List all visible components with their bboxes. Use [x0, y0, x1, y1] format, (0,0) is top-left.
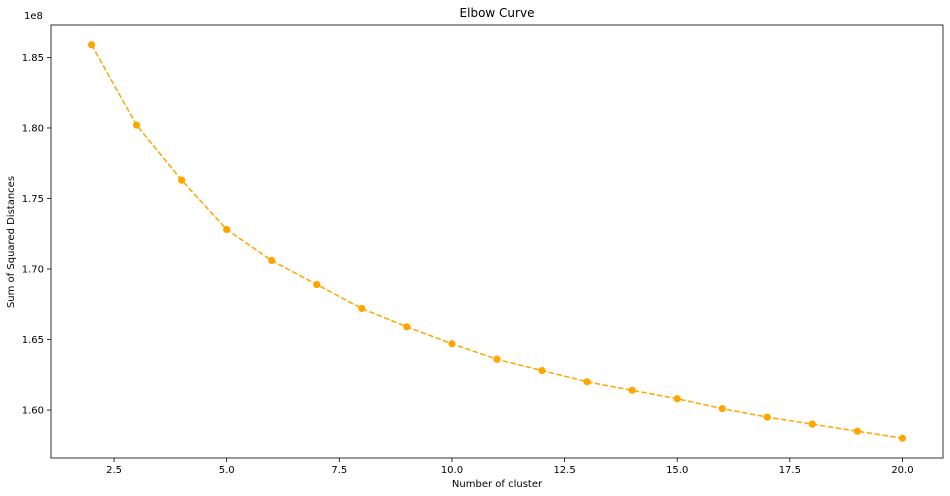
data-point [178, 176, 186, 184]
data-point [583, 378, 591, 386]
data-point [538, 366, 546, 375]
plot-frame [50, 24, 944, 459]
chart-title: Elbow Curve [460, 6, 535, 20]
data-point [808, 420, 816, 428]
x-tick-label: 7.5 [331, 465, 347, 476]
x-tick-label: 12.5 [553, 465, 575, 476]
y-tick-label: 1.75 [22, 194, 44, 205]
x-tick-label: 2.5 [106, 465, 122, 476]
x-tick-label: 10.0 [441, 465, 463, 476]
y-tick-label: 1.60 [22, 406, 44, 417]
data-point [853, 427, 862, 435]
data-point [628, 386, 636, 394]
x-tick-label: 20.0 [891, 465, 913, 476]
data-point [898, 434, 907, 442]
x-axis-ticks: 2.5 5.0 7.5 10.0 12.5 15.0 17.5 20.0 [106, 458, 914, 476]
data-point [763, 413, 771, 421]
data-point [87, 41, 96, 49]
x-axis-label: Number of cluster [452, 479, 543, 490]
y-tick-label: 1.70 [22, 265, 44, 276]
data-point [358, 304, 366, 313]
y-axis-offset-label: 1e8 [24, 11, 43, 22]
y-tick-label: 1.85 [22, 53, 44, 64]
x-tick-label: 5.0 [219, 465, 235, 476]
data-point [403, 323, 411, 331]
data-point [448, 340, 456, 348]
data-point [132, 121, 141, 129]
data-point [718, 405, 726, 413]
x-tick-label: 17.5 [779, 465, 801, 476]
data-point [313, 280, 321, 289]
y-axis-label: Sum of Squared Distances [6, 176, 17, 308]
series-layer [87, 41, 907, 442]
data-point [673, 395, 681, 403]
y-axis-ticks: 1.60 1.65 1.70 1.75 1.80 1.85 [22, 53, 51, 417]
data-point [223, 225, 231, 234]
x-tick-label: 15.0 [666, 465, 688, 476]
data-point [268, 256, 276, 265]
y-tick-label: 1.80 [22, 123, 44, 134]
data-point [493, 355, 501, 363]
y-tick-label: 1.65 [22, 335, 44, 346]
